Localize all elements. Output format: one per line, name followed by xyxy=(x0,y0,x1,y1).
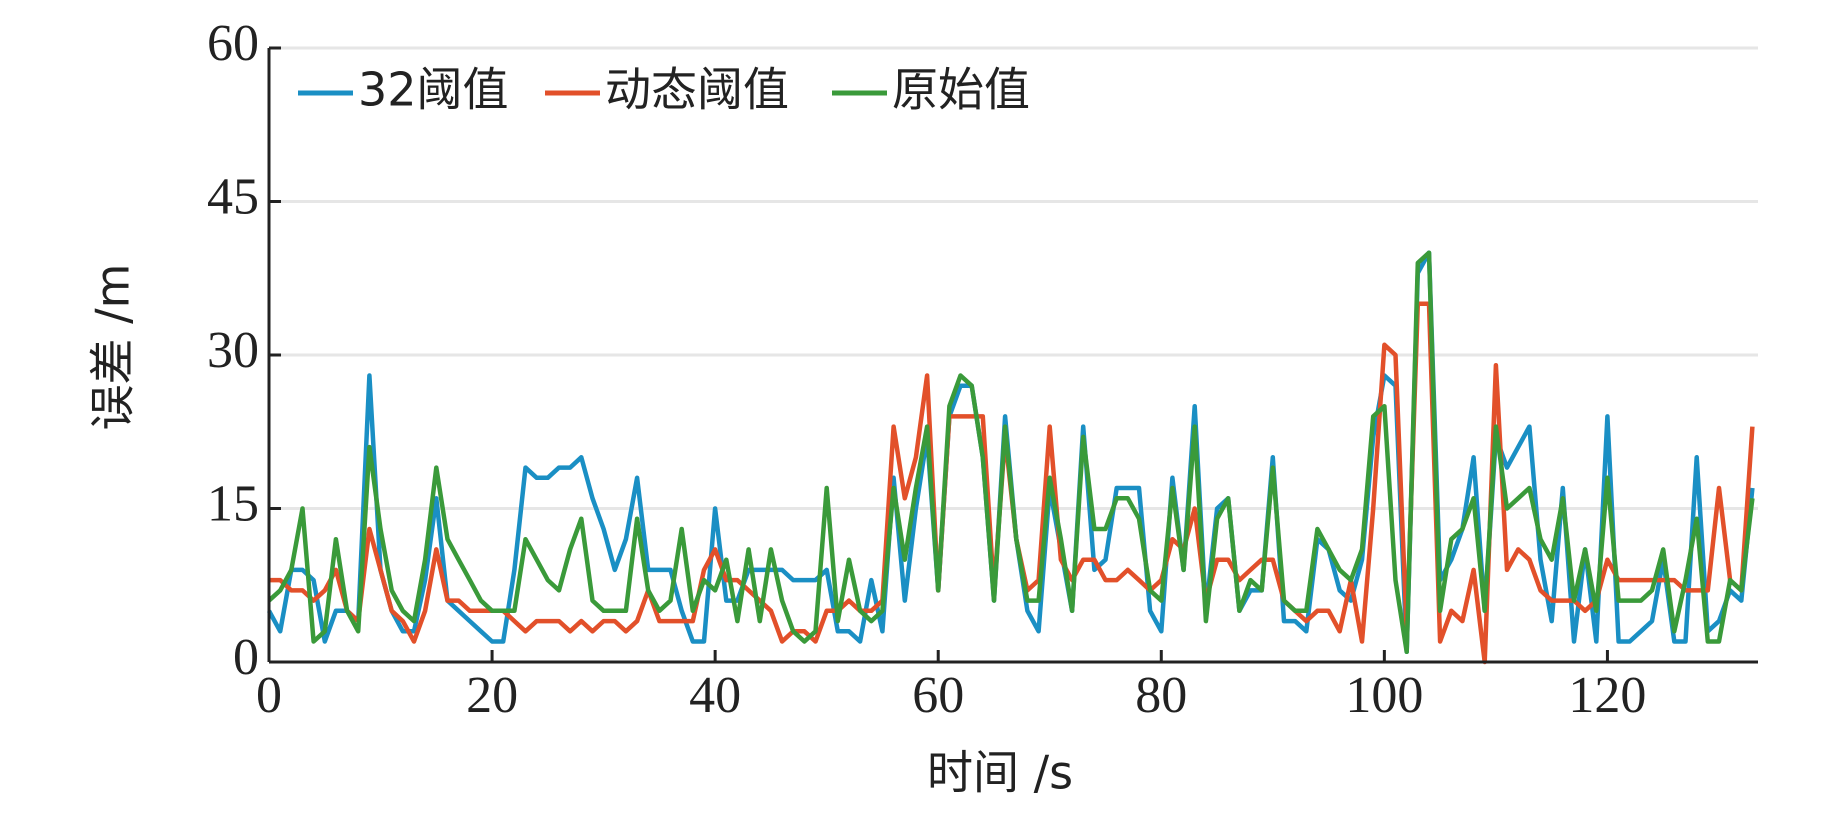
x-tick-label: 60 xyxy=(912,667,964,724)
x-tick-label: 100 xyxy=(1345,667,1423,724)
series-line xyxy=(267,250,1755,655)
y-tick-label: 0 xyxy=(233,629,259,686)
legend-label: 原始值 xyxy=(892,63,1030,117)
x-axis-label: 时间 /s xyxy=(927,746,1073,800)
x-tick-label: 80 xyxy=(1135,667,1187,724)
y-tick-label: 30 xyxy=(207,322,259,379)
x-tick-label: 20 xyxy=(466,667,518,724)
legend-label: 32阈值 xyxy=(358,63,509,117)
y-tick-label: 45 xyxy=(207,168,259,225)
legend-label: 动态阈值 xyxy=(605,63,789,117)
x-tick-label: 40 xyxy=(689,667,741,724)
x-tick-label: 120 xyxy=(1568,667,1646,724)
y-tick-label: 15 xyxy=(207,475,259,532)
x-tick-label: 0 xyxy=(256,667,282,724)
series-line xyxy=(267,250,1755,655)
y-axis-label: 误差 /m xyxy=(86,264,140,431)
y-tick-label: 60 xyxy=(207,15,259,72)
